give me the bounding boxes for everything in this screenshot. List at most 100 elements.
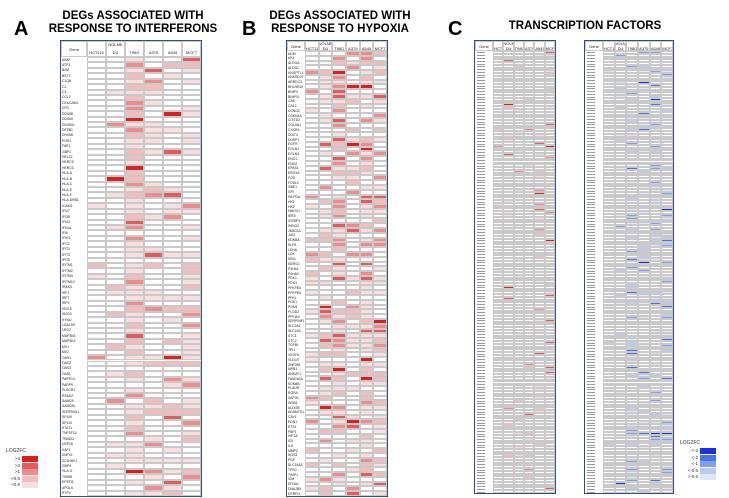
heatmap-cell [182, 235, 201, 242]
heatmap-cell [106, 78, 125, 85]
heatmap-cell [182, 176, 201, 182]
heatmap-cell [87, 273, 106, 280]
heatmap-cell [87, 176, 106, 182]
heatmap-cell [163, 176, 182, 182]
heatmap-cell [182, 268, 201, 274]
heatmap-cell [182, 73, 201, 79]
heatmap-cell [125, 138, 144, 144]
heatmap-cell [106, 214, 125, 220]
heatmap-cell [163, 241, 182, 247]
heatmap-b: GeneNOLMEHCT116DUT98GA375A549MCF7ADMAK4A… [286, 40, 388, 497]
heatmap-cell [125, 100, 144, 106]
heatmap-cell [106, 122, 125, 128]
heatmap-cell [125, 290, 144, 296]
legend-swatch [700, 474, 716, 480]
heatmap-cell [125, 214, 144, 220]
heatmap-cell [125, 268, 144, 274]
heatmap-cell [163, 84, 182, 90]
heatmap-cell [87, 170, 106, 177]
heatmap-cell [182, 100, 201, 106]
heatmap-cell [318, 491, 333, 496]
heatmap-cell [125, 203, 144, 209]
heatmap-cell [144, 116, 163, 123]
heatmap-cell [106, 57, 125, 63]
column-header-gene: Gene [61, 41, 87, 57]
heatmap-cell [163, 219, 182, 225]
heatmap-cell [125, 170, 144, 177]
heatmap-cell [144, 89, 163, 95]
column-header-du: DU [614, 41, 627, 51]
gene-label: IRF1 [62, 290, 70, 295]
heatmap-cell [182, 78, 201, 85]
heatmap-cell [144, 257, 163, 263]
heatmap-cell [106, 143, 125, 150]
heatmap-cell [125, 279, 144, 285]
heatmap-cell [182, 122, 201, 128]
gene-label: C1QB [62, 79, 72, 84]
heatmap-cell [125, 127, 144, 133]
gene-label: HLA-B [62, 176, 72, 181]
column-header-du: DU [106, 41, 125, 57]
column-header-hct116: HCT116 [87, 41, 106, 57]
gene-label: EGR1 [62, 138, 72, 143]
heatmap-cell [163, 284, 182, 291]
heatmap-cell [163, 214, 182, 220]
heatmap-cell [87, 138, 106, 144]
heatmap-cell [125, 57, 144, 63]
heatmap-cell [182, 262, 201, 269]
heatmap-cell [87, 257, 106, 263]
gene-label: ICAM1 [62, 203, 73, 208]
gene-label: IFIT5 [62, 258, 70, 263]
heatmap-cell [144, 208, 163, 215]
heatmap-cell [125, 165, 144, 171]
heatmap-cell [144, 235, 163, 242]
heatmap-cell [125, 197, 144, 204]
heatmap-cell [106, 230, 125, 236]
heatmap-cell [125, 84, 144, 90]
heatmap-cell [144, 132, 163, 139]
heatmap-cell [144, 197, 163, 204]
heatmap-cell [106, 116, 125, 123]
legend-swatch [700, 448, 716, 454]
heatmap-cell [87, 67, 106, 74]
heatmap-cell [163, 159, 182, 166]
gene-label: IFITM2 [62, 268, 73, 273]
heatmap-cell [544, 490, 555, 493]
column-header-a549: A549 [649, 41, 662, 51]
heatmap-cell [125, 252, 144, 258]
heatmap-cell [87, 127, 106, 133]
heatmap-cell [106, 132, 125, 139]
heatmap-cell [163, 116, 182, 123]
gene-label: HERC6 [62, 165, 74, 170]
gene-label: DEFB1 [62, 127, 73, 132]
heatmap-cell [182, 241, 201, 247]
heatmap-cell [87, 132, 106, 139]
legend-swatch [700, 467, 716, 474]
gene-label: DDX60 [62, 117, 73, 122]
gene-label: DHX58 [62, 133, 73, 138]
gene-label: ERRFI1 [288, 491, 301, 496]
column-header-a375: A375 [638, 41, 650, 51]
heatmap-cell [144, 165, 163, 171]
legend-swatch [22, 469, 38, 475]
heatmap-cell [125, 154, 144, 160]
gene-label: DDX60L [62, 122, 75, 127]
heatmap-cell [503, 490, 514, 493]
heatmap-cell [182, 230, 201, 236]
heatmap-cell [87, 284, 106, 291]
gene-label: IFI35 [62, 214, 70, 219]
heatmap-cell [106, 241, 125, 247]
heatmap-cell [182, 219, 201, 225]
heatmap-cell [125, 159, 144, 166]
heatmap-cell [144, 127, 163, 133]
legend-up-title: LOG2FC [6, 448, 27, 454]
legend-up: LOG2FC >3 >2 >1 >0.6 <0.6 [2, 448, 52, 494]
heatmap-cell [182, 89, 201, 95]
heatmap-cell [182, 154, 201, 160]
heatmap-cell [87, 181, 106, 188]
gene-label: IFITM3 [62, 274, 73, 279]
gene-label: HELZ2 [62, 155, 73, 160]
column-header-mcf7: MCF7 [182, 41, 201, 57]
heatmap-cell [182, 273, 201, 280]
heatmap-cell [106, 176, 125, 182]
